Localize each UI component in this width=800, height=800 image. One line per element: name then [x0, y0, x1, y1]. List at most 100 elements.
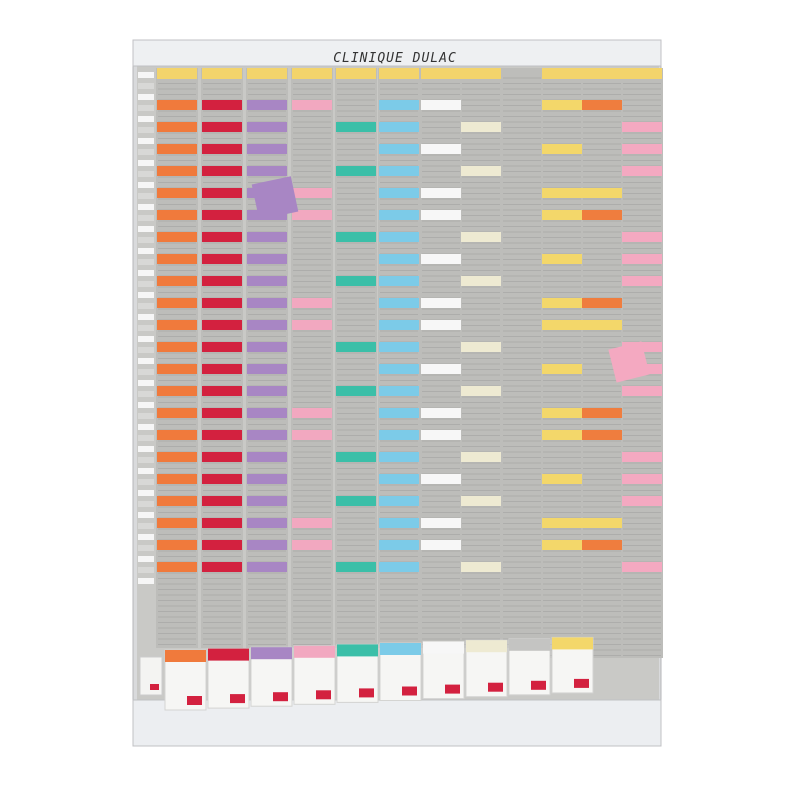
- t-card: [157, 496, 197, 506]
- t-card: [157, 100, 197, 110]
- index-card: [138, 479, 154, 485]
- nobo-logo: [488, 682, 503, 692]
- index-card: [138, 325, 154, 331]
- t-card: [582, 210, 622, 220]
- t-cards: [157, 68, 662, 572]
- t-card: [247, 254, 287, 264]
- t-card: [461, 562, 501, 572]
- t-card: [157, 342, 197, 352]
- t-card: [336, 232, 376, 242]
- t-card: [157, 298, 197, 308]
- index-card: [138, 303, 154, 309]
- index-card: [138, 116, 154, 122]
- t-card: [247, 474, 287, 484]
- t-card: [247, 122, 287, 132]
- t-card: [247, 408, 287, 418]
- t-card: [379, 254, 419, 264]
- index-card: [138, 204, 154, 210]
- t-card: [461, 452, 501, 462]
- t-card: [247, 232, 287, 242]
- t-card: [157, 474, 197, 484]
- t-card: [542, 364, 582, 374]
- t-card: [461, 342, 501, 352]
- t-card: [542, 474, 582, 484]
- t-card: [379, 188, 419, 198]
- t-card: [336, 386, 376, 396]
- index-card: [138, 193, 154, 199]
- t-card: [247, 320, 287, 330]
- t-card: [379, 342, 419, 352]
- index-card: [138, 281, 154, 287]
- t-card: [202, 364, 242, 374]
- t-card: [202, 342, 242, 352]
- t-card: [247, 276, 287, 286]
- t-card: [379, 430, 419, 440]
- t-card: [461, 122, 501, 132]
- index-card: [138, 259, 154, 265]
- t-card: [542, 298, 582, 308]
- index-card: [138, 226, 154, 232]
- loose-card: [608, 341, 650, 383]
- t-card: [421, 320, 461, 330]
- t-card: [202, 540, 242, 550]
- t-card: [379, 540, 419, 550]
- index-card: [138, 402, 154, 408]
- t-card: [292, 188, 332, 198]
- t-card: [202, 100, 242, 110]
- t-card: [542, 430, 582, 440]
- index-card: [138, 435, 154, 441]
- t-card: [336, 562, 376, 572]
- t-card: [247, 452, 287, 462]
- index-card: [138, 182, 154, 188]
- t-card: [157, 386, 197, 396]
- index-card: [138, 391, 154, 397]
- nobo-logo: [316, 690, 331, 700]
- t-card: [157, 122, 197, 132]
- index-card: [138, 149, 154, 155]
- t-card: [542, 210, 582, 220]
- t-card: [336, 452, 376, 462]
- t-card: [157, 430, 197, 440]
- t-card: [582, 100, 622, 110]
- board-title: CLINIQUE DULAC: [333, 51, 457, 66]
- header-card: [622, 68, 662, 79]
- index-card: [138, 270, 154, 276]
- index-card: [138, 314, 154, 320]
- t-card: [582, 298, 622, 308]
- card-box-lid: [165, 650, 206, 662]
- t-card: [421, 518, 461, 528]
- nobo-logo: [445, 684, 460, 694]
- t-card: [421, 100, 461, 110]
- t-card: [202, 166, 242, 176]
- index-card: [138, 105, 154, 111]
- t-card: [379, 100, 419, 110]
- index-card: [138, 171, 154, 177]
- index-card: [138, 556, 154, 562]
- index-card: [138, 457, 154, 463]
- t-card: [247, 518, 287, 528]
- index-card: [138, 336, 154, 342]
- t-card: [622, 386, 662, 396]
- t-card: [157, 540, 197, 550]
- t-card: [622, 166, 662, 176]
- t-card: [157, 276, 197, 286]
- t-card: [157, 210, 197, 220]
- t-card: [622, 232, 662, 242]
- index-card: [138, 292, 154, 298]
- t-card: [379, 144, 419, 154]
- t-card: [542, 188, 582, 198]
- t-card: [461, 496, 501, 506]
- card-box-lid: [337, 644, 378, 657]
- t-card: [336, 166, 376, 176]
- header-card: [421, 68, 461, 79]
- t-card: [542, 540, 582, 550]
- t-card: [379, 452, 419, 462]
- t-card: [292, 298, 332, 308]
- t-card: [622, 122, 662, 132]
- index-card: [138, 72, 154, 78]
- t-card: [622, 452, 662, 462]
- card-box-lid: [423, 641, 464, 654]
- t-card: [202, 188, 242, 198]
- t-card: [292, 540, 332, 550]
- index-card: [138, 380, 154, 386]
